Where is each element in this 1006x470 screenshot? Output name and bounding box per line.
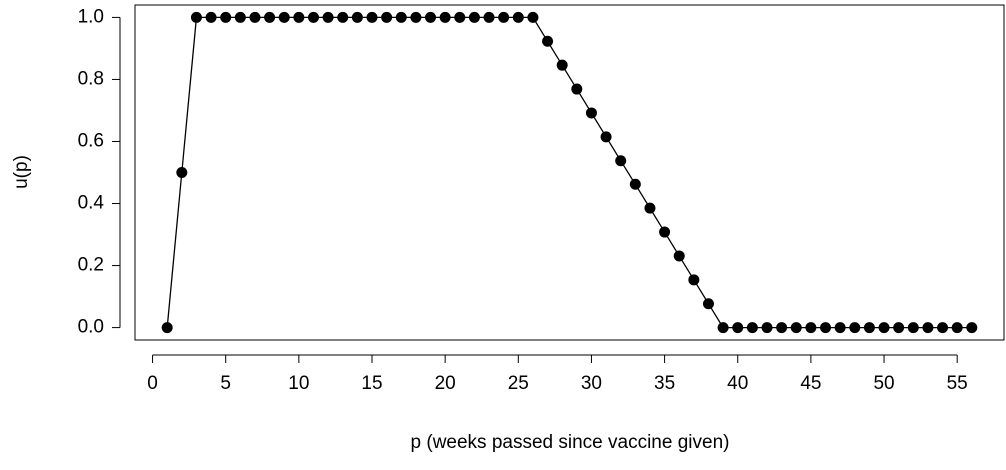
x-tick-label: 20 (435, 373, 456, 394)
point (907, 322, 919, 334)
point (366, 11, 378, 23)
x-tick-label: 0 (147, 373, 158, 394)
point (337, 11, 349, 23)
point (761, 322, 773, 334)
x-axis-label: p (weeks passed since vaccine given) (411, 432, 730, 453)
point (615, 155, 627, 167)
point (702, 298, 714, 310)
y-tick-label: 0.8 (78, 68, 104, 89)
point (878, 322, 890, 334)
point (776, 322, 788, 334)
point (205, 11, 217, 23)
point (893, 322, 905, 334)
x-tick-label: 50 (873, 373, 894, 394)
y-tick-label: 0.2 (78, 255, 104, 276)
point (395, 11, 407, 23)
point (527, 11, 539, 23)
point (805, 322, 817, 334)
y-tick-label: 0.4 (78, 193, 105, 214)
point (951, 322, 963, 334)
point (732, 322, 744, 334)
point (834, 322, 846, 334)
point (161, 322, 173, 334)
y-tick-label: 1.0 (78, 6, 104, 27)
point (234, 11, 246, 23)
point (820, 322, 832, 334)
line (166, 16, 972, 329)
plot-box (134, 4, 1005, 341)
x-tick-label: 45 (800, 373, 821, 394)
y-axis-label: u(p) (11, 155, 32, 189)
point (190, 11, 202, 23)
point (454, 11, 466, 23)
point (746, 322, 758, 334)
point (512, 11, 524, 23)
point (264, 11, 276, 23)
point (439, 11, 451, 23)
y-tick-label: 0.0 (78, 317, 104, 338)
point (922, 322, 934, 334)
x-tick-label: 35 (654, 373, 675, 394)
point (220, 11, 232, 23)
point (176, 167, 188, 178)
point (790, 322, 802, 334)
y-tick-label: 0.6 (78, 130, 104, 151)
x-tick-label: 30 (581, 373, 602, 394)
point (966, 322, 978, 334)
point (673, 250, 685, 262)
point (425, 11, 437, 23)
point (278, 11, 290, 23)
point (542, 35, 554, 47)
point (600, 131, 612, 143)
point (307, 11, 319, 23)
point (937, 322, 949, 334)
point (629, 178, 641, 190)
point (688, 274, 700, 286)
point (483, 11, 495, 23)
point (249, 11, 261, 23)
x-tick-label: 5 (220, 373, 231, 394)
point (571, 83, 583, 95)
point (351, 11, 363, 23)
x-tick-label: 10 (288, 373, 309, 394)
point (849, 322, 861, 334)
point (717, 322, 729, 334)
point (381, 11, 393, 23)
point (556, 59, 568, 71)
point (498, 11, 510, 23)
point (293, 11, 305, 23)
x-tick-label: 25 (508, 373, 529, 394)
point (644, 202, 656, 214)
point (585, 107, 597, 119)
point (863, 322, 875, 334)
x-tick-label: 40 (727, 373, 748, 394)
point (468, 11, 480, 23)
x-tick-label: 15 (361, 373, 382, 394)
point (322, 11, 334, 23)
point (410, 11, 422, 23)
x-tick-label: 55 (947, 373, 968, 394)
point (659, 226, 671, 238)
